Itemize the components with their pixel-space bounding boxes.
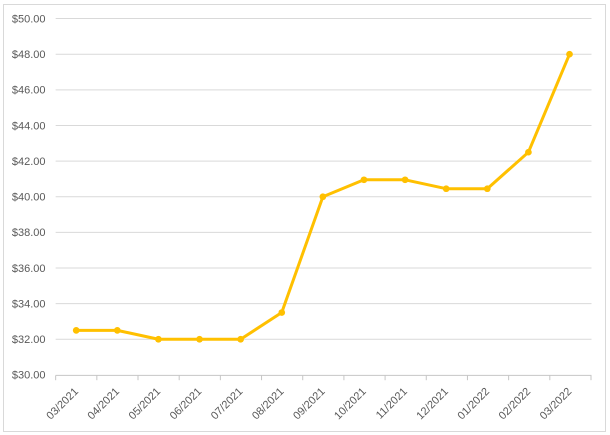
svg-text:$30.00: $30.00 bbox=[12, 370, 46, 382]
svg-text:$42.00: $42.00 bbox=[12, 156, 46, 168]
svg-text:$34.00: $34.00 bbox=[12, 298, 46, 310]
svg-text:$40.00: $40.00 bbox=[12, 192, 46, 204]
svg-text:$50.00: $50.00 bbox=[12, 13, 46, 25]
svg-text:$44.00: $44.00 bbox=[12, 120, 46, 132]
svg-text:$46.00: $46.00 bbox=[12, 85, 46, 97]
svg-text:$48.00: $48.00 bbox=[12, 49, 46, 61]
svg-text:$36.00: $36.00 bbox=[12, 263, 46, 275]
svg-text:$32.00: $32.00 bbox=[12, 334, 46, 346]
svg-text:$38.00: $38.00 bbox=[12, 227, 46, 239]
